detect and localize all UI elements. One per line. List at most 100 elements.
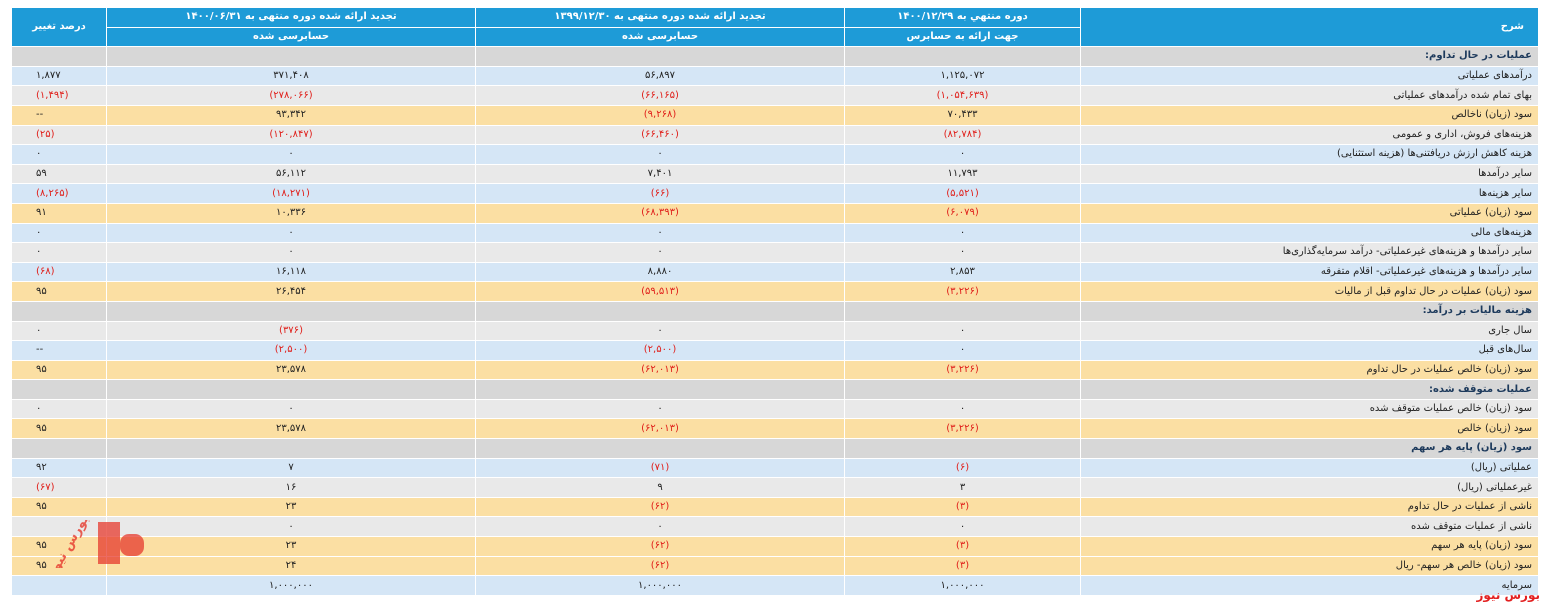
value-percent-change: ۰	[11, 222, 107, 244]
value-percent-change: (۱,۴۹۴)	[11, 85, 107, 106]
section-row: عملیات متوقف شده:	[11, 379, 1539, 400]
table-row: ناشی از عملیات متوقف شده ۰ ۰ ۰	[11, 516, 1539, 538]
row-description: سال‌های قبل	[1080, 340, 1539, 361]
value-period-1400-06-31: ۹۳,۳۴۲	[106, 104, 476, 126]
value-period-1400-12-29: ۰	[844, 144, 1081, 165]
row-description: سود (زیان) عملیات در حال تداوم قبل از ما…	[1080, 281, 1539, 302]
value-period-1399-12-30: ۰	[475, 242, 845, 263]
row-description: سود (زیان) ناخالص	[1080, 104, 1539, 126]
row-description: درآمدهای عملیاتی	[1080, 65, 1539, 87]
row-description: سود (زیان) پایه هر سهم	[1080, 536, 1539, 557]
row-description: سود (زیان) پایه هر سهم	[1080, 438, 1539, 459]
value-percent-change: (۸,۲۶۵)	[11, 183, 107, 204]
value-period-1399-12-30: (۶۲)	[475, 536, 845, 557]
value-period-1400-06-31: ۰	[106, 144, 476, 165]
value-period-1399-12-30: ۷,۴۰۱	[475, 163, 845, 185]
section-row: سود (زیان) پایه هر سهم	[11, 438, 1539, 459]
value-period-1400-06-31: ۰	[106, 398, 476, 420]
value-percent-change	[11, 300, 107, 322]
value-period-1399-12-30: (۶۲,۰۱۳)	[475, 418, 845, 440]
value-period-1400-06-31: ۵۶,۱۱۲	[106, 163, 476, 185]
value-period-1400-12-29: (۱,۰۵۴,۶۳۹)	[844, 85, 1081, 106]
value-period-1400-06-31: ۲۳	[106, 536, 476, 557]
table-header: شرح دوره منتهي به ۱۴۰۰/۱۲/۲۹ تجدید ارائه…	[11, 6, 1539, 48]
financial-statement: شرح دوره منتهي به ۱۴۰۰/۱۲/۲۹ تجدید ارائه…	[11, 6, 1539, 596]
value-period-1400-06-31: ۲۴	[106, 555, 476, 577]
table-row: بهای تمام شده درآمدهای عملیاتی (۱,۰۵۴,۶۳۹…	[11, 85, 1539, 106]
row-description: عملیات در حال تداوم:	[1080, 46, 1539, 67]
value-period-1399-12-30: ۰	[475, 516, 845, 538]
value-period-1400-12-29: (۳)	[844, 536, 1081, 557]
value-period-1400-06-31: (۲۷۸,۰۶۶)	[106, 85, 476, 106]
value-period-1400-12-29: (۳,۲۲۶)	[844, 281, 1081, 302]
value-period-1399-12-30: ۸,۸۸۰	[475, 261, 845, 283]
value-percent-change: ۹۵	[11, 555, 107, 577]
row-description: بهای تمام شده درآمدهای عملیاتی	[1080, 85, 1539, 106]
table-row: سود (زیان) خالص (۳,۲۲۶) (۶۲,۰۱۳) ۲۳,۵۷۸ ۹۵	[11, 418, 1539, 440]
header-col3-period: تجدید ارائه شده دوره منتهی به ۱۴۰۰/۰۶/۳۱	[106, 7, 476, 28]
header-col2-period: تجدید ارائه شده دوره منتهی به ۱۳۹۹/۱۲/۳۰	[475, 7, 845, 28]
row-description: سود (زیان) خالص عملیات متوقف شده	[1080, 398, 1539, 420]
table-row: سال‌های قبل ۰ (۲,۵۰۰) (۲,۵۰۰) --	[11, 340, 1539, 361]
value-period-1400-06-31: ۱۶,۱۱۸	[106, 261, 476, 283]
value-period-1400-12-29: ۰	[844, 320, 1081, 342]
table-row: عملیاتی (ریال) (۶) (۷۱) ۷ ۹۲	[11, 457, 1539, 479]
value-percent-change: ۰	[11, 320, 107, 342]
value-percent-change	[11, 438, 107, 459]
value-period-1400-06-31: ۲۳	[106, 496, 476, 518]
value-period-1400-06-31: (۱۲۰,۸۴۷)	[106, 124, 476, 146]
value-period-1400-12-29: (۳,۲۲۶)	[844, 418, 1081, 440]
value-percent-change	[11, 46, 107, 67]
value-period-1400-12-29	[844, 379, 1081, 400]
value-period-1400-06-31: ۰	[106, 222, 476, 244]
watermark-text: بورس نیوز	[44, 520, 92, 568]
value-period-1399-12-30: (۵۹,۵۱۳)	[475, 281, 845, 302]
value-period-1400-06-31: ۲۳,۵۷۸	[106, 359, 476, 381]
table-row: سود (زیان) خالص عملیات در حال تداوم (۳,۲۲…	[11, 359, 1539, 381]
value-period-1400-12-29: (۳,۲۲۶)	[844, 359, 1081, 381]
value-percent-change: ۰	[11, 144, 107, 165]
value-period-1400-12-29: ۳	[844, 477, 1081, 498]
row-description: سایر درآمدها و هزینه‌های غیرعملیاتی- اقل…	[1080, 261, 1539, 283]
value-period-1400-06-31: ۲۳,۵۷۸	[106, 418, 476, 440]
value-period-1400-12-29: (۸۲,۷۸۴)	[844, 124, 1081, 146]
value-percent-change: ۱,۸۷۷	[11, 65, 107, 87]
value-period-1400-12-29: (۳)	[844, 496, 1081, 518]
value-period-1399-12-30: ۰	[475, 144, 845, 165]
table-row: سایر درآمدها ۱۱,۷۹۳ ۷,۴۰۱ ۵۶,۱۱۲ ۵۹	[11, 163, 1539, 185]
value-period-1400-06-31	[106, 46, 476, 67]
table-row: سود (زیان) عملیات در حال تداوم قبل از ما…	[11, 281, 1539, 302]
value-period-1400-06-31: ۰	[106, 516, 476, 538]
value-percent-change: ۹۵	[11, 496, 107, 518]
table-row: هزینه‌های مالی ۰ ۰ ۰ ۰	[11, 222, 1539, 244]
row-description: عملیات متوقف شده:	[1080, 379, 1539, 400]
header-description: شرح	[1080, 6, 1539, 48]
value-period-1400-12-29: ۱,۰۰۰,۰۰۰	[844, 575, 1081, 596]
value-percent-change: ۰	[11, 242, 107, 263]
row-description: سود (زیان) خالص عملیات در حال تداوم	[1080, 359, 1539, 381]
value-percent-change: ۵۹	[11, 163, 107, 185]
table-row: سود (زیان) پایه هر سهم (۳) (۶۲) ۲۳ ۹۵	[11, 536, 1539, 557]
row-description: غیرعملیاتی (ریال)	[1080, 477, 1539, 498]
row-description: هزینه‌های فروش، اداری و عمومی	[1080, 124, 1539, 146]
table-row: سود (زیان) عملیاتی (۶,۰۷۹) (۶۸,۳۹۳) ۱۰,۳۳۶ ۹…	[11, 202, 1539, 224]
value-percent-change: ۹۵	[11, 418, 107, 440]
value-period-1399-12-30: ۹	[475, 477, 845, 498]
value-period-1399-12-30: (۶۶,۴۶۰)	[475, 124, 845, 146]
value-period-1400-06-31	[106, 379, 476, 400]
value-period-1400-06-31: (۳۷۶)	[106, 320, 476, 342]
value-period-1399-12-30: (۶۸,۳۹۳)	[475, 202, 845, 224]
row-description: ناشی از عملیات در حال تداوم	[1080, 496, 1539, 518]
header-col3-status: حسابرسی شده	[106, 26, 476, 48]
watermark-logo-icon: بورس نیوز	[44, 520, 144, 568]
income-statement-table: شرح دوره منتهي به ۱۴۰۰/۱۲/۲۹ تجدید ارائه…	[11, 6, 1539, 596]
value-period-1400-12-29: ۲,۸۵۳	[844, 261, 1081, 283]
value-percent-change: ۹۲	[11, 457, 107, 479]
value-period-1400-06-31	[106, 300, 476, 322]
row-description: سرمایه	[1080, 575, 1539, 596]
table-row: درآمدهای عملیاتی ۱,۱۲۵,۰۷۲ ۵۶,۸۹۷ ۳۷۱,۴۰۸ ۱,…	[11, 65, 1539, 87]
table-row: ناشی از عملیات در حال تداوم (۳) (۶۲) ۲۳ ۹۵	[11, 496, 1539, 518]
value-period-1400-12-29: ۰	[844, 398, 1081, 420]
table-row: هزینه‌های فروش، اداری و عمومی (۸۲,۷۸۴) (۶۶…	[11, 124, 1539, 146]
value-period-1400-12-29: ۰	[844, 242, 1081, 263]
